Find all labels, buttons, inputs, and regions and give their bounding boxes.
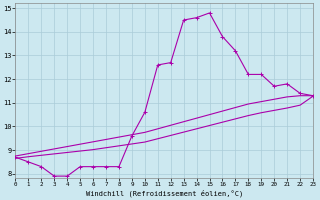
X-axis label: Windchill (Refroidissement éolien,°C): Windchill (Refroidissement éolien,°C) bbox=[86, 189, 243, 197]
